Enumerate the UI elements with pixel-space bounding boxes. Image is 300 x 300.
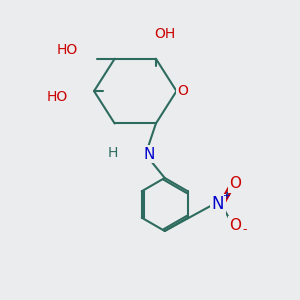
Text: -: - — [243, 223, 247, 236]
Text: N: N — [212, 196, 224, 214]
Text: HO: HO — [57, 43, 78, 57]
Text: O: O — [230, 218, 242, 232]
Text: OH: OH — [154, 27, 175, 41]
Text: N: N — [143, 147, 155, 162]
Text: H: H — [108, 146, 119, 160]
Text: +: + — [222, 191, 230, 201]
Text: O: O — [178, 84, 188, 98]
Text: HO: HO — [46, 90, 68, 104]
Text: O: O — [230, 176, 242, 191]
